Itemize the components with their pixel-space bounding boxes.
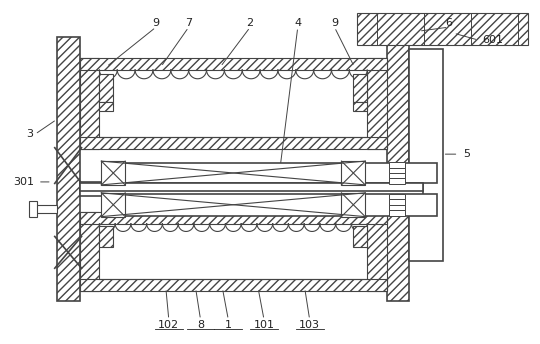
Bar	[57, 37, 79, 301]
Bar	[387, 37, 409, 301]
Bar	[79, 137, 387, 149]
Bar	[79, 58, 99, 149]
Bar	[79, 58, 387, 70]
Text: 4: 4	[294, 18, 301, 28]
Bar	[341, 161, 365, 185]
Bar	[353, 101, 367, 111]
Bar	[353, 226, 367, 247]
Text: 3: 3	[26, 129, 33, 139]
Text: 6: 6	[445, 18, 452, 28]
Text: 7: 7	[185, 18, 192, 28]
Text: 103: 103	[299, 320, 320, 330]
Text: 601: 601	[483, 35, 504, 45]
Text: 1: 1	[225, 320, 232, 330]
Bar	[79, 212, 387, 224]
Text: 2: 2	[247, 18, 254, 28]
Bar	[389, 194, 405, 199]
Bar	[35, 205, 57, 213]
Bar	[102, 161, 125, 185]
Text: 8: 8	[197, 320, 204, 330]
Bar	[102, 193, 125, 217]
Bar	[353, 74, 367, 101]
Bar	[389, 173, 405, 179]
Bar	[99, 226, 113, 247]
Bar	[341, 193, 365, 217]
Text: 301: 301	[14, 177, 35, 187]
Bar	[389, 205, 405, 210]
Text: 5: 5	[463, 149, 470, 159]
Bar	[125, 194, 437, 216]
Bar	[99, 74, 113, 101]
Bar	[367, 58, 387, 149]
Bar	[79, 183, 423, 191]
Bar	[409, 49, 443, 261]
Text: 101: 101	[254, 320, 274, 330]
Bar	[367, 212, 387, 291]
Bar	[29, 201, 37, 217]
Bar	[389, 168, 405, 173]
Bar	[125, 163, 437, 183]
Bar	[389, 162, 405, 168]
Text: 9: 9	[152, 18, 159, 28]
Text: 102: 102	[158, 320, 179, 330]
Bar	[79, 279, 387, 291]
Bar	[357, 13, 528, 45]
Bar	[389, 199, 405, 205]
Bar	[389, 179, 405, 184]
Bar	[99, 101, 113, 111]
Bar	[389, 210, 405, 216]
Bar	[79, 212, 99, 291]
Bar	[79, 182, 423, 196]
Text: 9: 9	[331, 18, 338, 28]
